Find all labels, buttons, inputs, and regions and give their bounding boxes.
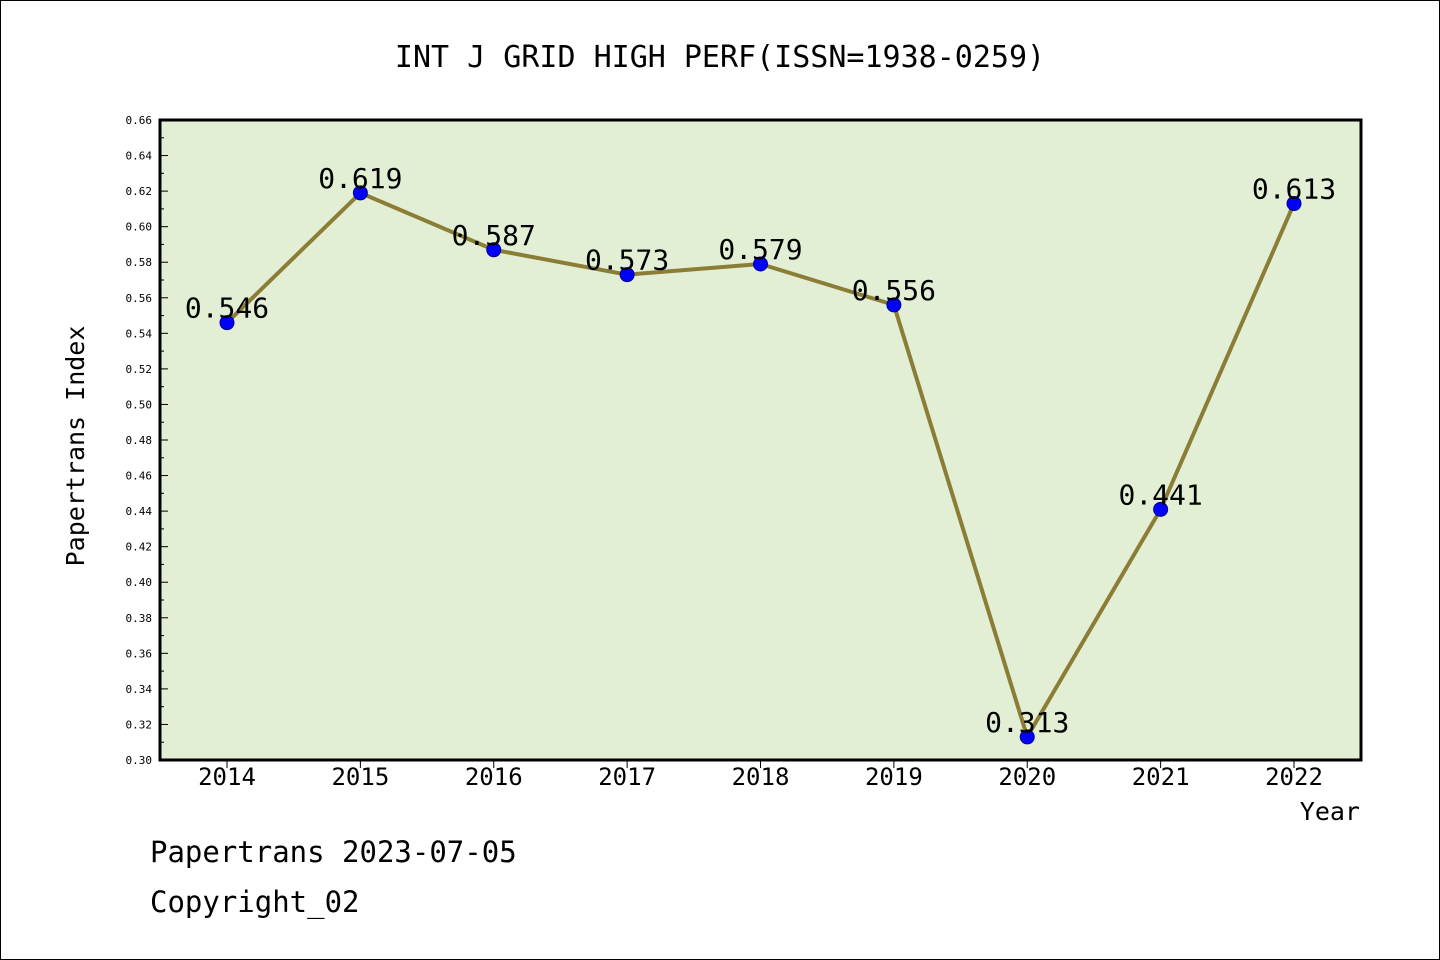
- y-tick-label: 0.38: [126, 612, 153, 625]
- x-axis-label: Year: [1300, 797, 1360, 826]
- x-tick-label: 2021: [1132, 763, 1190, 791]
- data-point: [1286, 196, 1302, 212]
- y-tick-label: 0.54: [126, 327, 153, 340]
- data-label: 0.587: [452, 219, 536, 252]
- x-axis: 2014 2015 2016 2017 2018 2019 2020 2021 2022: [198, 760, 1323, 791]
- data-label: 0.441: [1118, 478, 1202, 511]
- y-tick-label: 0.48: [126, 434, 153, 447]
- x-tick-label: 2016: [465, 763, 523, 791]
- y-tick-label: 0.34: [126, 683, 153, 696]
- y-tick-label: 0.64: [126, 150, 153, 163]
- y-tick-label: 0.60: [126, 221, 153, 234]
- data-label: 0.619: [318, 162, 402, 195]
- y-tick-label: 0.52: [126, 363, 153, 376]
- x-tick-label: 2020: [998, 763, 1056, 791]
- y-tick-label: 0.56: [126, 292, 153, 305]
- data-label: 0.573: [585, 244, 669, 277]
- y-tick-label: 0.50: [126, 398, 153, 411]
- data-point: [352, 185, 368, 201]
- plot-area: [158, 118, 1363, 762]
- y-tick-label: 0.42: [126, 541, 153, 554]
- data-label: 0.579: [718, 233, 802, 266]
- data-point: [753, 256, 768, 272]
- data-point: [619, 267, 635, 283]
- y-tick-label: 0.36: [126, 647, 153, 660]
- y-axis: 0.30 0.32 0.34 0.36 0.38 0.40 0.42 0.44 0.46 0.48…: [126, 114, 168, 767]
- data-label: 0.313: [985, 706, 1069, 739]
- chart-title: INT J GRID HIGH PERF(ISSN=1938-0259): [395, 40, 1045, 75]
- x-tick-label: 2019: [865, 763, 923, 791]
- x-tick-label: 2017: [598, 763, 656, 791]
- data-point: [1153, 501, 1169, 517]
- data-label: 0.546: [185, 292, 269, 325]
- data-point: [1019, 729, 1035, 745]
- data-label: 0.613: [1252, 173, 1336, 206]
- data-labels: 0.546 0.619 0.587 0.573 0.579 0.556 0.313 0.441…: [185, 162, 1336, 739]
- y-tick-label: 0.62: [126, 185, 153, 198]
- x-tick-label: 2015: [331, 763, 389, 791]
- y-tick-label: 0.66: [126, 114, 153, 127]
- data-point: [886, 297, 902, 313]
- y-tick-label: 0.58: [126, 256, 153, 269]
- y-axis-label: Papertrans Index: [61, 326, 90, 567]
- x-tick-label: 2014: [198, 763, 256, 791]
- y-tick-label: 0.40: [126, 576, 153, 589]
- data-point: [486, 242, 502, 258]
- series-papertrans-index: [219, 185, 1302, 745]
- x-tick-label: 2018: [732, 763, 790, 791]
- y-tick-label: 0.44: [126, 505, 153, 518]
- data-point: [219, 315, 235, 331]
- footer-date: Papertrans 2023-07-05: [150, 835, 517, 869]
- x-tick-label: 2022: [1265, 763, 1323, 791]
- data-label: 0.556: [852, 274, 936, 307]
- y-tick-label: 0.46: [126, 470, 153, 483]
- y-tick-label: 0.30: [126, 754, 153, 767]
- y-tick-label: 0.32: [126, 718, 153, 731]
- footer-copyright: Copyright_02: [150, 885, 360, 919]
